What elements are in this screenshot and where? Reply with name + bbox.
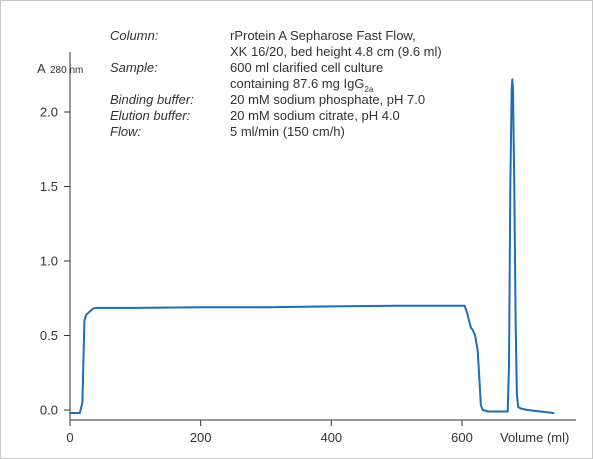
x-axis-label: Volume (ml) [500, 430, 569, 445]
x-tick-label: 0 [66, 430, 73, 445]
y-tick-label: 0.5 [40, 328, 58, 343]
x-tick-label: 600 [451, 430, 473, 445]
annotation-value: XK 16/20, bed height 4.8 cm (9.6 ml) [230, 44, 442, 59]
annotation-value: 5 ml/min (150 cm/h) [230, 124, 345, 139]
y-tick-label: 1.0 [40, 254, 58, 269]
annotation-key: Column: [110, 28, 159, 43]
annotation-value: 20 mM sodium citrate, pH 4.0 [230, 108, 400, 123]
annotation-key: Flow: [110, 124, 141, 139]
annotation-subscript: 2a [364, 85, 373, 94]
series-group [69, 78, 555, 414]
x-tick-label: 200 [190, 430, 212, 445]
axis-ticks: 0.0 0.5 1.0 1.5 2.0 0 200 400 600 [40, 105, 473, 446]
annotation-value: rProtein A Sepharose Fast Flow, [230, 28, 416, 43]
y-axis-label-subscript: 280 nm [50, 65, 83, 76]
y-tick-label: 0.0 [40, 403, 58, 418]
y-tick-label: 2.0 [40, 105, 58, 120]
method-annotation: Column: rProtein A Sepharose Fast Flow,XK… [110, 28, 442, 139]
annotation-value: containing 87.6 mg IgG2a [230, 76, 374, 94]
x-tick-label: 400 [320, 430, 342, 445]
y-axis-label: A [37, 61, 46, 76]
absorbance-trace-line [69, 78, 555, 414]
annotation-value: 20 mM sodium phosphate, pH 7.0 [230, 92, 425, 107]
y-tick-label: 1.5 [40, 179, 58, 194]
annotation-value: 600 ml clarified cell culture [230, 60, 383, 75]
annotation-key: Sample: [110, 60, 158, 75]
annotation-key: Elution buffer: [110, 108, 191, 123]
annotation-key: Binding buffer: [110, 92, 194, 107]
